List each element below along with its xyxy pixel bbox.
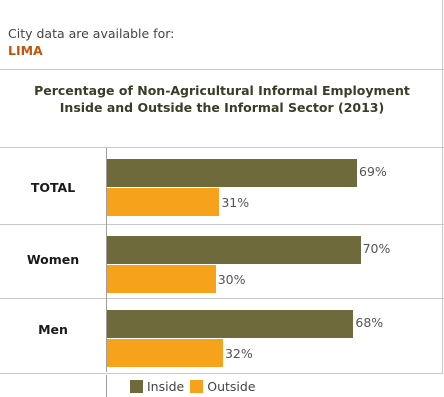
chart-title-line-1: Percentage of Non-Agricultural Informal … — [34, 83, 410, 98]
chart-title-line-2: Inside and Outside the Informal Sector (… — [59, 100, 385, 115]
title-divider — [0, 147, 444, 148]
bar-total-outside — [107, 188, 220, 216]
data-label-total-outside: 31% — [221, 195, 250, 210]
city-name: LIMA — [8, 43, 43, 58]
data-label-women-outside: 30% — [217, 272, 246, 287]
data-label-women-inside: 70% — [362, 241, 391, 256]
data-label-men-outside: 32% — [224, 346, 253, 361]
legend-label-inside: Inside — [147, 379, 185, 394]
data-label-men-inside: 68% — [355, 315, 384, 330]
category-axis-tail — [106, 375, 107, 397]
legend-item-inside: Inside — [130, 379, 184, 394]
row-divider-2 — [0, 298, 444, 299]
bar-men-outside — [107, 339, 223, 367]
header-divider — [0, 69, 444, 70]
category-axis — [106, 148, 107, 372]
bar-women-inside — [107, 236, 361, 264]
bar-women-outside — [107, 265, 216, 293]
chart-title: Percentage of Non-Agricultural Informal … — [0, 82, 444, 116]
legend-swatch-outside — [190, 380, 204, 393]
legend-item-outside: Outside — [190, 379, 256, 394]
bar-total-inside — [107, 159, 357, 187]
legend: Inside Outside — [130, 379, 262, 394]
legend-label-outside: Outside — [207, 379, 256, 394]
category-label-total: TOTAL — [30, 180, 76, 195]
city-availability-label: City data are available for: — [8, 26, 175, 41]
chart-panel — [0, 0, 443, 374]
data-label-total-inside: 69% — [359, 164, 387, 179]
category-label-women: Women — [26, 252, 80, 267]
bar-men-inside — [107, 310, 354, 338]
row-divider-1 — [0, 224, 444, 225]
legend-swatch-inside — [130, 380, 143, 393]
category-label-men: Men — [38, 322, 68, 337]
